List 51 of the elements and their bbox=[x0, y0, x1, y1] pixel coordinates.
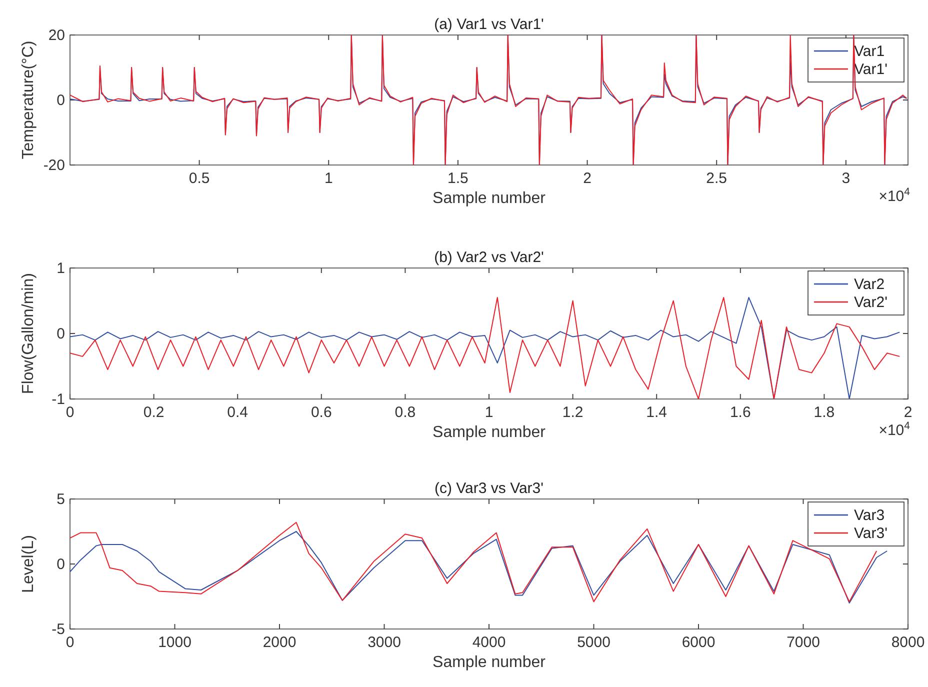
x-tick-label: 3000 bbox=[368, 634, 401, 651]
x-tick-label: 2 bbox=[904, 404, 912, 421]
legend-label: Var2 bbox=[854, 276, 885, 293]
x-tick-label: 0.2 bbox=[143, 404, 164, 421]
chart-title: (c) Var3 vs Var3' bbox=[434, 480, 544, 497]
y-tick-label: 20 bbox=[48, 27, 65, 44]
x-tick-label: 1 bbox=[324, 170, 333, 187]
y-tick-label: 0 bbox=[56, 92, 65, 109]
x-tick-label: 4000 bbox=[472, 634, 506, 651]
y-axis-title: Temperature(°C) bbox=[20, 40, 37, 160]
x-tick-label: 1.6 bbox=[730, 404, 751, 421]
legend-label: Var1 bbox=[854, 43, 885, 60]
x-tick-label: 0.4 bbox=[227, 404, 248, 421]
x-tick-label: 1000 bbox=[158, 634, 192, 651]
legend-label: Var1' bbox=[854, 61, 888, 78]
y-tick-label: 1 bbox=[56, 260, 65, 277]
x-tick-label: 2 bbox=[583, 170, 592, 187]
x-tick-label: 0.6 bbox=[310, 404, 332, 421]
x-tick-label: 1.8 bbox=[814, 404, 835, 421]
y-axis-title: Flow(Gallon/min) bbox=[20, 273, 37, 394]
x-tick-label: 1.2 bbox=[562, 404, 584, 421]
line-series bbox=[70, 296, 900, 399]
x-tick-label: 3 bbox=[842, 170, 850, 187]
chart-title: (b) Var2 vs Var2' bbox=[434, 249, 544, 266]
x-axis-title: Sample number bbox=[432, 424, 546, 441]
y-tick-label: -20 bbox=[43, 157, 65, 174]
y-tick-label: 0 bbox=[56, 326, 65, 342]
x-tick-label: 0.8 bbox=[394, 404, 416, 421]
legend-label: Var3' bbox=[854, 525, 888, 542]
y-tick-label: 0 bbox=[56, 556, 65, 573]
x-tick-label: 2.5 bbox=[706, 170, 728, 187]
x-tick-label: 1.4 bbox=[646, 404, 668, 421]
y-tick-label: 5 bbox=[56, 491, 65, 508]
y-axis-title: Level(L) bbox=[20, 535, 37, 593]
x-tick-label: 1.5 bbox=[448, 170, 468, 187]
text: ×10$^{4}$ bbox=[878, 420, 910, 439]
x-tick-label: 2000 bbox=[262, 634, 296, 651]
legend-label: Var3 bbox=[854, 507, 885, 524]
x-axis-title: Sample number bbox=[432, 190, 546, 207]
chart-title: (a) Var1 vs Var1' bbox=[434, 16, 544, 33]
x-axis-title: Sample number bbox=[432, 654, 546, 671]
text: ×10$^{4}$ bbox=[878, 186, 910, 205]
x-tick-label: 8000 bbox=[891, 634, 925, 651]
legend-label: Var2' bbox=[854, 294, 888, 311]
x-tick-label: 1 bbox=[484, 404, 494, 421]
x-tick-label: 5000 bbox=[577, 634, 610, 651]
y-tick-label: -5 bbox=[52, 621, 65, 638]
x-tick-label: 0.5 bbox=[188, 170, 210, 187]
x-tick-label: 7000 bbox=[786, 634, 820, 651]
y-tick-label: -1 bbox=[52, 391, 65, 408]
x-tick-label: 6000 bbox=[682, 634, 716, 651]
